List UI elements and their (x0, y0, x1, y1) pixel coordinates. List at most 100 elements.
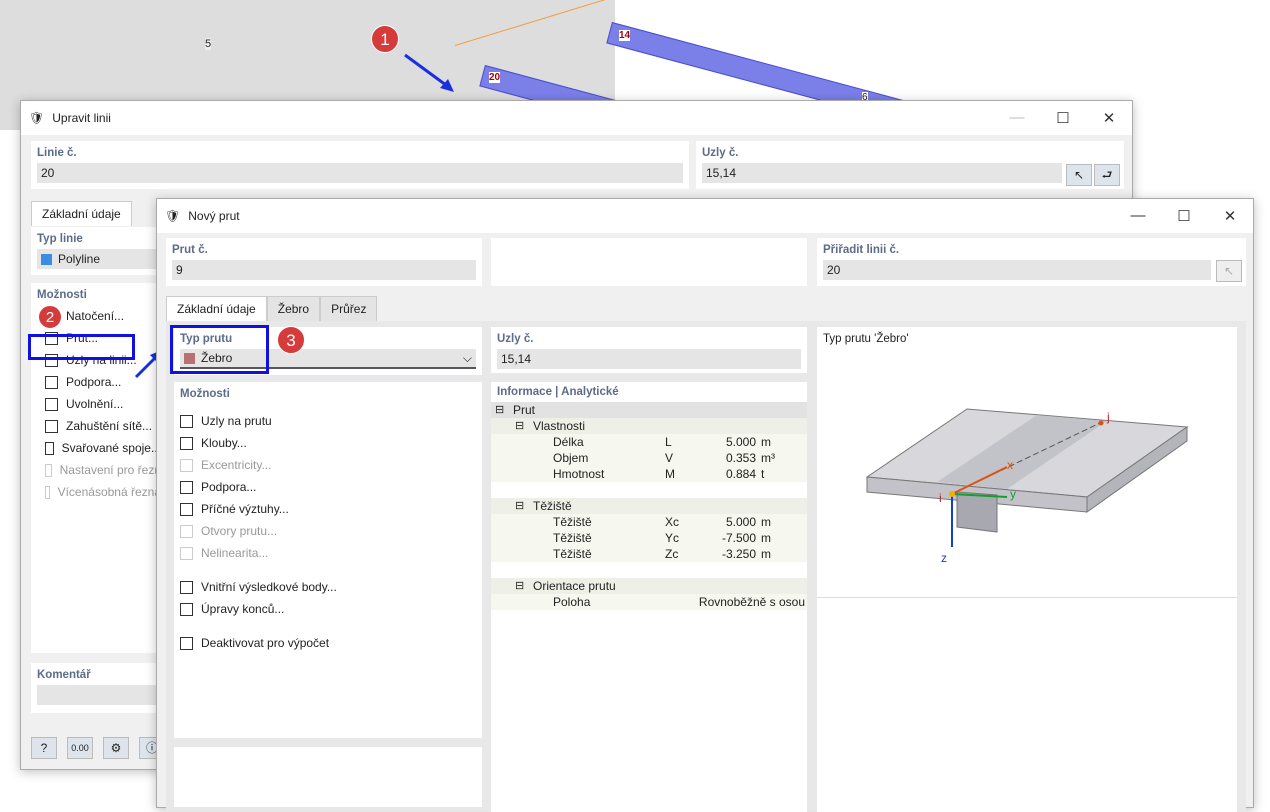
nodes-field[interactable]: 15,14 (497, 349, 801, 369)
help-button[interactable]: ? (31, 737, 57, 759)
minimize-button[interactable]: — (1130, 207, 1146, 224)
axis-z-label: z (941, 551, 947, 565)
nodes-field[interactable]: 15,14 (702, 163, 1062, 183)
option-checkbox[interactable]: Podpora... (45, 371, 161, 393)
checkbox-box[interactable] (45, 353, 58, 367)
tree-cell: t (761, 467, 765, 481)
option-checkbox[interactable]: Excentricity... (180, 454, 482, 476)
tree-cell: 5.000 (725, 435, 756, 449)
checkbox-box[interactable] (180, 458, 193, 472)
checkbox-box[interactable] (180, 580, 193, 594)
checkbox-box[interactable] (180, 602, 193, 616)
collapse-icon[interactable]: ⊟ (515, 420, 525, 432)
option-checkbox[interactable]: Vnitřní výsledkové body... (180, 576, 482, 598)
option-checkbox[interactable]: Uzly na prutu (180, 410, 482, 432)
tree-row[interactable]: Poloha Rovnoběžně s osou (491, 594, 807, 610)
checkbox-box[interactable] (180, 524, 193, 538)
checkbox-box[interactable] (180, 414, 193, 428)
option-checkbox[interactable]: Nastavení pro řezn (45, 459, 161, 481)
checkbox-box[interactable] (180, 636, 193, 650)
tree-row[interactable] (491, 562, 807, 578)
tab-basic[interactable]: Základní údaje (31, 201, 132, 226)
tree-row[interactable]: Orientace prutu ⊟ (491, 578, 807, 594)
checkbox-box[interactable] (180, 546, 193, 560)
options-panel: Možnosti Natočení... Prut... Uzly na linii… (31, 283, 161, 653)
settings-button[interactable]: ⚙ (103, 737, 129, 759)
arrow-icon (404, 53, 454, 92)
option-label: Nelinearita... (201, 546, 269, 560)
line-no-field[interactable]: 20 (37, 163, 683, 183)
option-checkbox[interactable]: Vícenásobná řezna (45, 481, 161, 503)
option-checkbox[interactable]: Uzly na linii... (45, 349, 161, 371)
tree-cell: Yc (665, 531, 680, 545)
checkbox-box[interactable] (45, 419, 58, 433)
tab-section[interactable]: Průřez (320, 296, 378, 321)
tree-row[interactable]: Délka L 5.000 m (491, 434, 807, 450)
tree-row[interactable]: Těžiště Yc -7.500 m (491, 530, 807, 546)
line-type-select[interactable]: Polyline (58, 252, 101, 266)
line-type-label: Typ linie (37, 233, 83, 245)
checkbox-box[interactable] (45, 397, 58, 411)
maximize-button[interactable]: ☐ (1056, 110, 1070, 127)
collapse-icon[interactable]: ⊟ (515, 580, 525, 592)
option-checkbox[interactable]: Nelinearita... (180, 542, 482, 564)
option-checkbox[interactable]: Zahuštění sítě... (45, 415, 161, 437)
tree-row[interactable]: Těžiště Xc 5.000 m (491, 514, 807, 530)
collapse-icon[interactable]: ⊟ (495, 404, 505, 416)
option-checkbox[interactable]: Natočení... (45, 305, 161, 327)
app-icon: 🛡 (165, 209, 181, 223)
callout-marker-3: 3 (277, 326, 305, 354)
tree-cell: Délka (553, 435, 584, 449)
close-button[interactable]: ✕ (1102, 110, 1116, 127)
collapse-icon[interactable]: ⊟ (515, 500, 525, 512)
checkbox-box[interactable] (180, 502, 193, 516)
close-button[interactable]: ✕ (1223, 208, 1237, 225)
tree-row[interactable]: Vlastnosti ⊟ (491, 418, 807, 434)
option-checkbox[interactable]: Uvolnění... (45, 393, 161, 415)
checkbox-box[interactable] (180, 480, 193, 494)
member-no-field[interactable]: 9 (172, 260, 476, 280)
option-checkbox[interactable]: Klouby... (180, 432, 482, 454)
units-button[interactable]: 0.00 (67, 737, 93, 759)
option-label: Podpora... (66, 375, 122, 389)
tree-row[interactable]: Hmotnost M 0.884 t (491, 466, 807, 482)
chevron-down-icon: ⌵ (462, 351, 472, 365)
tree-row[interactable]: Prut ⊟ (491, 402, 807, 418)
option-checkbox[interactable]: Příčné výztuhy... (180, 498, 482, 520)
tree-cell: Těžiště (553, 547, 592, 561)
tree-cell: -3.250 (721, 547, 756, 561)
pick-line-button[interactable]: ↖ (1216, 260, 1242, 282)
tree-cell: m (761, 531, 771, 545)
option-checkbox[interactable]: Úpravy konců... (180, 598, 482, 620)
option-label: Nastavení pro řezn (59, 463, 161, 477)
member-type-color-icon (184, 352, 195, 364)
maximize-button[interactable]: ☐ (1177, 208, 1191, 225)
comment-field[interactable] (37, 685, 161, 705)
empty-panel (174, 747, 482, 807)
checkbox-box[interactable] (45, 441, 54, 455)
options-panel: Možnosti Uzly na prutu Klouby... Excentric… (174, 382, 482, 738)
member-nodes-panel: Uzly č. 15,14 (491, 327, 807, 373)
tab-rib[interactable]: Žebro (266, 296, 321, 321)
checkbox-box[interactable] (180, 436, 193, 450)
pick-node-button[interactable]: ↖ (1066, 164, 1092, 186)
option-checkbox[interactable]: Otvory prutu... (180, 520, 482, 542)
assign-line-field[interactable]: 20 (823, 260, 1211, 280)
reverse-button[interactable]: ⮐ (1094, 164, 1120, 186)
tree-row[interactable]: Těžiště ⊟ (491, 498, 807, 514)
option-checkbox[interactable]: Podpora... (180, 476, 482, 498)
tree-row[interactable]: Těžiště Zc -3.250 m (491, 546, 807, 562)
checkbox-box[interactable] (45, 485, 50, 499)
option-label: Zahuštění sítě... (66, 419, 153, 433)
tab-basic[interactable]: Základní údaje (166, 296, 267, 321)
checkbox-box[interactable] (45, 463, 52, 477)
member-type-select[interactable]: Žebro ⌵ (180, 349, 476, 369)
option-checkbox[interactable]: Deaktivovat pro výpočet (180, 632, 482, 654)
tree-row[interactable] (491, 482, 807, 498)
callout-marker-1: 1 (371, 25, 399, 53)
tree-row[interactable]: Objem V 0.353 m³ (491, 450, 807, 466)
checkbox-box[interactable] (45, 375, 58, 389)
minimize-button[interactable]: — (1009, 109, 1025, 126)
line-type-color-icon (41, 253, 52, 265)
option-checkbox[interactable]: Svařované spoje... (45, 437, 161, 459)
